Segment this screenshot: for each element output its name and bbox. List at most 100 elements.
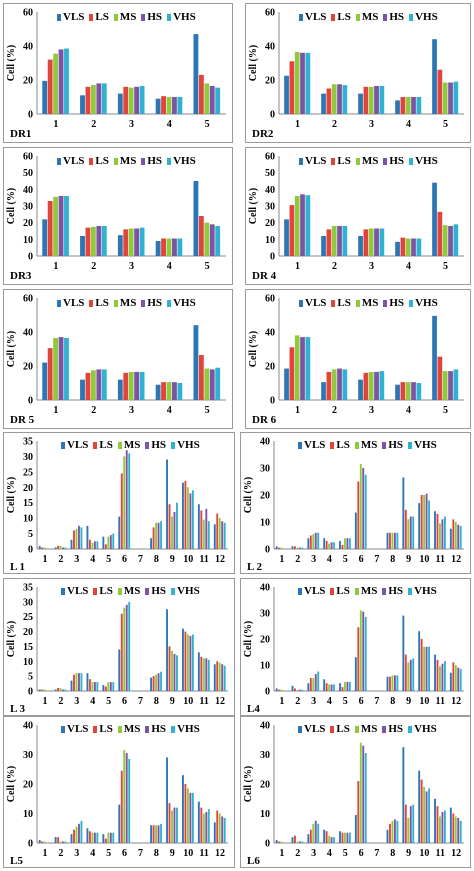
x-tick-label: 10 (419, 554, 429, 565)
bar-vls (402, 615, 405, 691)
bar-ms (439, 666, 441, 691)
x-tick-label: 1 (42, 554, 47, 565)
bar-vls (197, 652, 200, 691)
bar-vhs (317, 671, 320, 691)
bar-ls (88, 831, 91, 843)
x-tick-label: 3 (129, 405, 134, 416)
panel-label: DR1 (10, 128, 32, 140)
bar-ms (405, 382, 411, 400)
x-tick-label: 2 (58, 848, 63, 859)
bar-ms (171, 516, 173, 549)
bar-ls (400, 382, 406, 400)
bar-ls (73, 530, 75, 549)
y-tick-label: 40 (260, 437, 270, 448)
bar-ms (407, 817, 410, 843)
bar-ms (53, 53, 59, 114)
bar-ms (296, 547, 299, 549)
bar-ls (436, 513, 439, 549)
legend-label: MS (361, 297, 379, 309)
x-tick-label: 8 (390, 554, 395, 565)
bar-ls (184, 631, 187, 691)
bar-ms (107, 832, 110, 843)
chart-svg: Cell (%) 0 20 40 60 1 2 3 4 5 (248, 294, 464, 416)
bar-vls (449, 807, 452, 843)
bar-vls (86, 673, 89, 691)
x-tick-label: 8 (154, 848, 159, 859)
y-tick-label: 20 (23, 362, 33, 373)
legend-swatch (330, 725, 335, 733)
bar-ls (363, 372, 369, 400)
bar-hs (448, 371, 453, 400)
legend-item: VLS (299, 297, 326, 309)
chart-svg: Cell (%) 0 20 40 60 1 2 3 4 5 (248, 8, 464, 130)
bar-ls (389, 532, 391, 549)
legend-item: MS (354, 585, 377, 597)
chart-panel: Cell (%) 0 20 40 60 1 2 3 4 5 VLS LS MS HS VHS DR 6 (245, 289, 471, 429)
chart-panel: Cell (%) 0 20 40 60 1 2 3 4 5 VLS LS MS HS VHS DR1 (3, 3, 233, 143)
bar-ms (391, 675, 394, 691)
x-tick-label: 7 (374, 848, 379, 859)
legend: VLS LS MS HS VHS (57, 297, 201, 309)
bar-vls (118, 516, 121, 549)
y-tick-label: 20 (23, 483, 33, 494)
x-tick-label: 1 (279, 696, 284, 707)
bar-ls (325, 683, 328, 691)
legend: VLS LS MS HS VHS (299, 297, 443, 309)
bar-ls (363, 229, 369, 256)
x-tick-label: 8 (154, 554, 159, 565)
bar-ms (75, 673, 78, 691)
bar-hs (78, 525, 80, 549)
chart-panel: Cell (%) 0 10 20 30 40 50 60 1 2 3 4 5 VLS LS MS HS VHS DR… (3, 147, 233, 285)
x-tick-label: 2 (295, 848, 300, 859)
bar-ms (454, 522, 457, 549)
bar-hs (314, 674, 317, 691)
bar-ls (289, 61, 295, 114)
bar-vls (155, 241, 161, 256)
bar-vhs (301, 689, 304, 691)
y-tick-label: 20 (260, 635, 270, 646)
legend-item: MS (113, 11, 136, 23)
bar-vhs (96, 832, 99, 843)
bar-ms (331, 369, 337, 400)
chart-svg: Cell (%) 0 10 20 30 40 50 60 1 2 3 4 5 (248, 152, 464, 272)
bar-vhs (348, 832, 351, 843)
y-tick-label: 40 (23, 185, 33, 196)
bar-vls (307, 834, 310, 843)
bar-ls (120, 770, 123, 843)
y-tick-label: 40 (265, 328, 275, 339)
bar-vls (54, 547, 57, 549)
x-tick-label: 11 (436, 848, 445, 859)
bar-vhs (396, 675, 399, 691)
legend-swatch (57, 13, 61, 21)
y-axis-label: Cell (%) (243, 766, 254, 802)
y-tick-label: 30 (23, 750, 33, 761)
legend-swatch (89, 299, 94, 307)
bar-vls (193, 325, 199, 400)
bar-hs (411, 238, 416, 256)
bar-ls (104, 686, 107, 691)
x-tick-label: 6 (359, 554, 364, 565)
bar-vls (42, 80, 48, 114)
bar-hs (93, 832, 96, 843)
legend-swatch (331, 13, 336, 21)
bar-ms (294, 51, 300, 114)
legend-item: VLS (298, 439, 325, 451)
x-tick-label: 8 (154, 696, 159, 707)
bar-ls (198, 354, 204, 400)
x-tick-label: 3 (74, 554, 79, 565)
bar-vhs (428, 788, 430, 843)
x-tick-label: 5 (443, 119, 448, 130)
x-tick-label: 9 (406, 696, 411, 707)
bar-ls (294, 688, 296, 691)
legend-swatch (145, 725, 150, 733)
x-tick-label: 6 (122, 848, 127, 859)
bar-hs (330, 684, 333, 691)
legend-item: VHS (408, 585, 437, 597)
legend-swatch (167, 13, 172, 21)
y-axis-label: Cell (%) (6, 188, 17, 224)
bar-vls (182, 775, 184, 843)
bar-vhs (301, 547, 304, 549)
legend: VLS LS MS HS VHS (299, 155, 443, 167)
bar-vhs (317, 532, 320, 549)
legend-label: VHS (173, 11, 196, 23)
